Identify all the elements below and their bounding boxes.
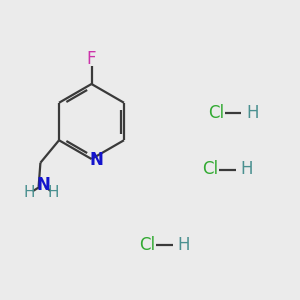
Text: H: H (240, 160, 253, 178)
Text: N: N (90, 151, 104, 169)
Text: N: N (36, 176, 50, 194)
Text: Cl: Cl (202, 160, 219, 178)
Text: H: H (24, 185, 35, 200)
Text: H: H (246, 103, 259, 122)
Text: Cl: Cl (140, 236, 156, 253)
Text: F: F (87, 50, 96, 68)
Text: Cl: Cl (208, 103, 225, 122)
Text: H: H (177, 236, 190, 253)
Text: H: H (47, 185, 59, 200)
